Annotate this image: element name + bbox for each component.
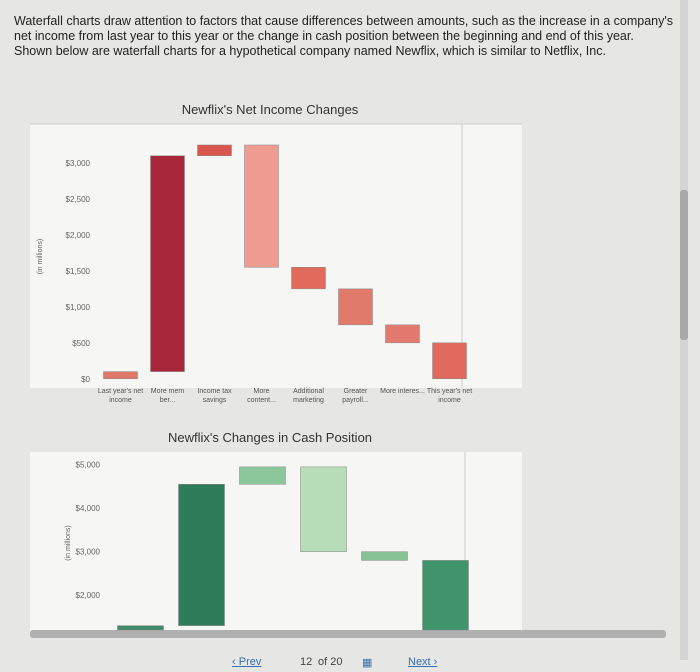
x-tick-label: More content... — [247, 388, 276, 404]
waterfall-bar — [197, 144, 232, 157]
waterfall-bar — [291, 267, 326, 290]
y-tick-label: $1,500 — [66, 267, 91, 276]
y-tick-label: $4,000 — [76, 504, 101, 513]
scrollbar-thumb[interactable] — [680, 190, 688, 340]
y-tick-label: $500 — [72, 339, 90, 348]
y-tick-label: $2,500 — [66, 195, 91, 204]
h-scrollbar[interactable] — [30, 630, 666, 638]
y-tick-label: $2,000 — [66, 231, 91, 240]
waterfall-bar — [385, 324, 420, 344]
next-text[interactable]: Next — [408, 656, 431, 668]
y-tick-label: $1,000 — [66, 303, 91, 312]
grid-icon[interactable]: ▦ — [362, 657, 373, 669]
x-tick-label: More mem ber... — [150, 388, 185, 404]
waterfall-bar — [361, 551, 408, 561]
y-tick-label: $3,000 — [76, 548, 101, 557]
y-tick-label: $3,000 — [66, 159, 91, 168]
waterfall-bar — [178, 484, 225, 626]
page-total: of 20 — [318, 656, 343, 668]
y-tick-label: $2,000 — [76, 591, 101, 600]
chart-title: Newflix's Changes in Cash Position — [168, 430, 372, 445]
waterfall-bar — [117, 625, 164, 631]
x-tick-label: Greater payroll... — [342, 388, 369, 404]
y-tick-label: $5,000 — [76, 461, 101, 470]
chart-title: Newflix's Net Income Changes — [182, 102, 359, 117]
page-number: 12 — [300, 656, 313, 668]
waterfall-bar — [338, 288, 373, 326]
waterfall-bar — [432, 342, 467, 380]
waterfall-bar — [422, 560, 469, 631]
x-tick-label: This year's net income — [426, 388, 473, 404]
waterfall-bar — [244, 144, 279, 268]
prev-text[interactable]: Prev — [238, 656, 262, 668]
y-axis-label: (in millions) — [37, 239, 44, 274]
x-tick-label: More interes... — [380, 388, 425, 395]
waterfall-bar — [239, 466, 286, 485]
y-axis-label: (in millions) — [65, 525, 72, 560]
x-tick-label: Last year's net income — [97, 388, 144, 404]
x-tick-label: Income tax savings — [197, 388, 232, 404]
prev-link[interactable]: ‹ Prev — [232, 656, 262, 668]
waterfall-bar — [103, 371, 138, 380]
waterfall-bar — [300, 466, 347, 552]
waterfall-bar — [150, 155, 185, 372]
pager: ‹ Prev 12 of 20 ▦ Next › — [0, 652, 690, 672]
y-tick-label: $0 — [81, 375, 90, 384]
next-link[interactable]: Next › — [408, 656, 438, 668]
intro-text: Waterfall charts draw attention to facto… — [14, 14, 673, 58]
x-tick-label: Additional marketing — [293, 388, 324, 404]
